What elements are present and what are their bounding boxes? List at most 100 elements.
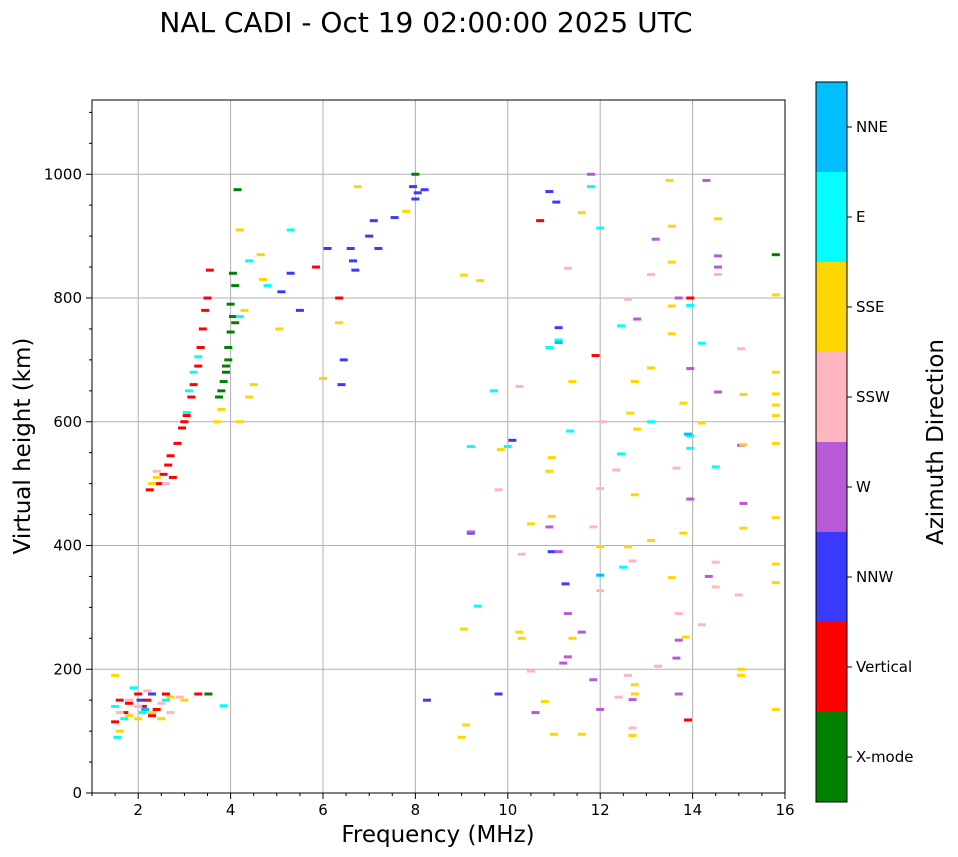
data-point xyxy=(628,559,637,563)
data-point xyxy=(526,522,535,526)
data-point xyxy=(494,488,503,492)
data-point xyxy=(154,482,163,486)
data-point xyxy=(517,636,526,640)
data-point xyxy=(148,711,157,715)
data-point xyxy=(714,272,723,276)
data-point xyxy=(231,321,240,325)
data-point xyxy=(148,482,157,486)
data-point xyxy=(224,358,233,362)
data-point xyxy=(205,268,214,272)
data-point xyxy=(739,393,748,397)
data-point xyxy=(633,317,642,321)
data-point xyxy=(295,308,304,312)
series-nne xyxy=(141,341,692,711)
data-point xyxy=(630,692,639,696)
data-point xyxy=(134,692,143,696)
colorbar-segment xyxy=(816,442,847,532)
data-point xyxy=(667,304,676,308)
data-point xyxy=(737,673,746,677)
data-point xyxy=(235,228,244,232)
data-point xyxy=(111,673,120,677)
data-point xyxy=(226,330,235,334)
data-point xyxy=(402,209,411,213)
data-point xyxy=(568,636,577,640)
data-point xyxy=(771,403,780,407)
data-point xyxy=(547,514,556,518)
data-point xyxy=(466,445,475,448)
ticks-layer: 2 4 6 8 10 12 14 16 0 200 400 600 800 1000 xyxy=(44,111,795,819)
data-point xyxy=(628,733,637,737)
data-point xyxy=(734,593,743,597)
colorbar-tick-label: NNW xyxy=(856,568,893,586)
data-point xyxy=(164,463,173,467)
data-point xyxy=(235,420,244,424)
series-sse xyxy=(111,178,780,739)
data-point xyxy=(189,370,198,374)
data-point xyxy=(496,448,505,452)
data-point xyxy=(335,321,344,325)
x-tick-label: 6 xyxy=(318,801,328,819)
colorbar-segment xyxy=(816,172,847,262)
y-tick-label: 0 xyxy=(72,784,82,802)
y-tick-label: 800 xyxy=(53,289,82,307)
data-point xyxy=(674,692,683,696)
colorbar-segment xyxy=(816,532,847,622)
data-point xyxy=(674,296,683,300)
data-point xyxy=(515,384,524,388)
data-point xyxy=(596,487,605,491)
data-point xyxy=(771,293,780,297)
data-point xyxy=(141,707,150,711)
chart-title: NAL CADI - Oct 19 02:00:00 2025 UTC xyxy=(159,6,692,39)
colorbar-tick-label: SSE xyxy=(856,298,885,316)
data-point xyxy=(312,265,321,269)
data-point xyxy=(337,383,346,387)
data-point xyxy=(771,253,780,257)
data-point xyxy=(194,692,203,696)
data-point xyxy=(173,441,182,445)
data-point xyxy=(277,290,286,294)
colorbar-tick-label: SSW xyxy=(856,388,890,406)
data-point xyxy=(198,327,207,331)
series-ssw xyxy=(115,266,746,730)
data-point xyxy=(704,574,713,578)
data-point xyxy=(152,707,161,711)
data-point xyxy=(420,188,429,192)
data-point xyxy=(286,228,295,232)
data-point xyxy=(547,550,556,554)
data-point xyxy=(175,695,184,699)
colorbar-tick-label: NNE xyxy=(856,118,888,136)
data-point xyxy=(737,347,746,351)
series-x-mode xyxy=(204,172,780,696)
data-point xyxy=(681,635,690,639)
data-point xyxy=(771,414,780,418)
x-tick-label: 8 xyxy=(411,801,421,819)
data-point xyxy=(113,735,122,739)
data-point xyxy=(667,576,676,580)
data-point xyxy=(212,420,221,424)
data-point xyxy=(231,284,240,288)
data-point xyxy=(596,545,605,549)
data-point xyxy=(217,389,226,393)
data-point xyxy=(115,711,124,715)
data-point xyxy=(697,341,706,345)
data-point xyxy=(219,380,228,384)
data-point xyxy=(630,683,639,687)
data-point xyxy=(672,656,681,660)
colorbar-segment xyxy=(816,712,847,802)
colorbar-tick-label: Vertical xyxy=(856,658,912,676)
data-point xyxy=(503,445,512,448)
data-point xyxy=(628,726,637,730)
data-point xyxy=(711,465,720,469)
data-point xyxy=(221,370,230,374)
data-point xyxy=(591,354,600,358)
data-point xyxy=(319,376,327,380)
data-point xyxy=(623,673,632,677)
data-point xyxy=(545,190,554,194)
data-point xyxy=(651,237,660,241)
data-point xyxy=(178,426,187,430)
data-point xyxy=(771,516,780,520)
data-point xyxy=(771,441,780,445)
data-point xyxy=(623,545,632,549)
data-point xyxy=(476,279,485,283)
colorbar-segment xyxy=(816,82,847,172)
